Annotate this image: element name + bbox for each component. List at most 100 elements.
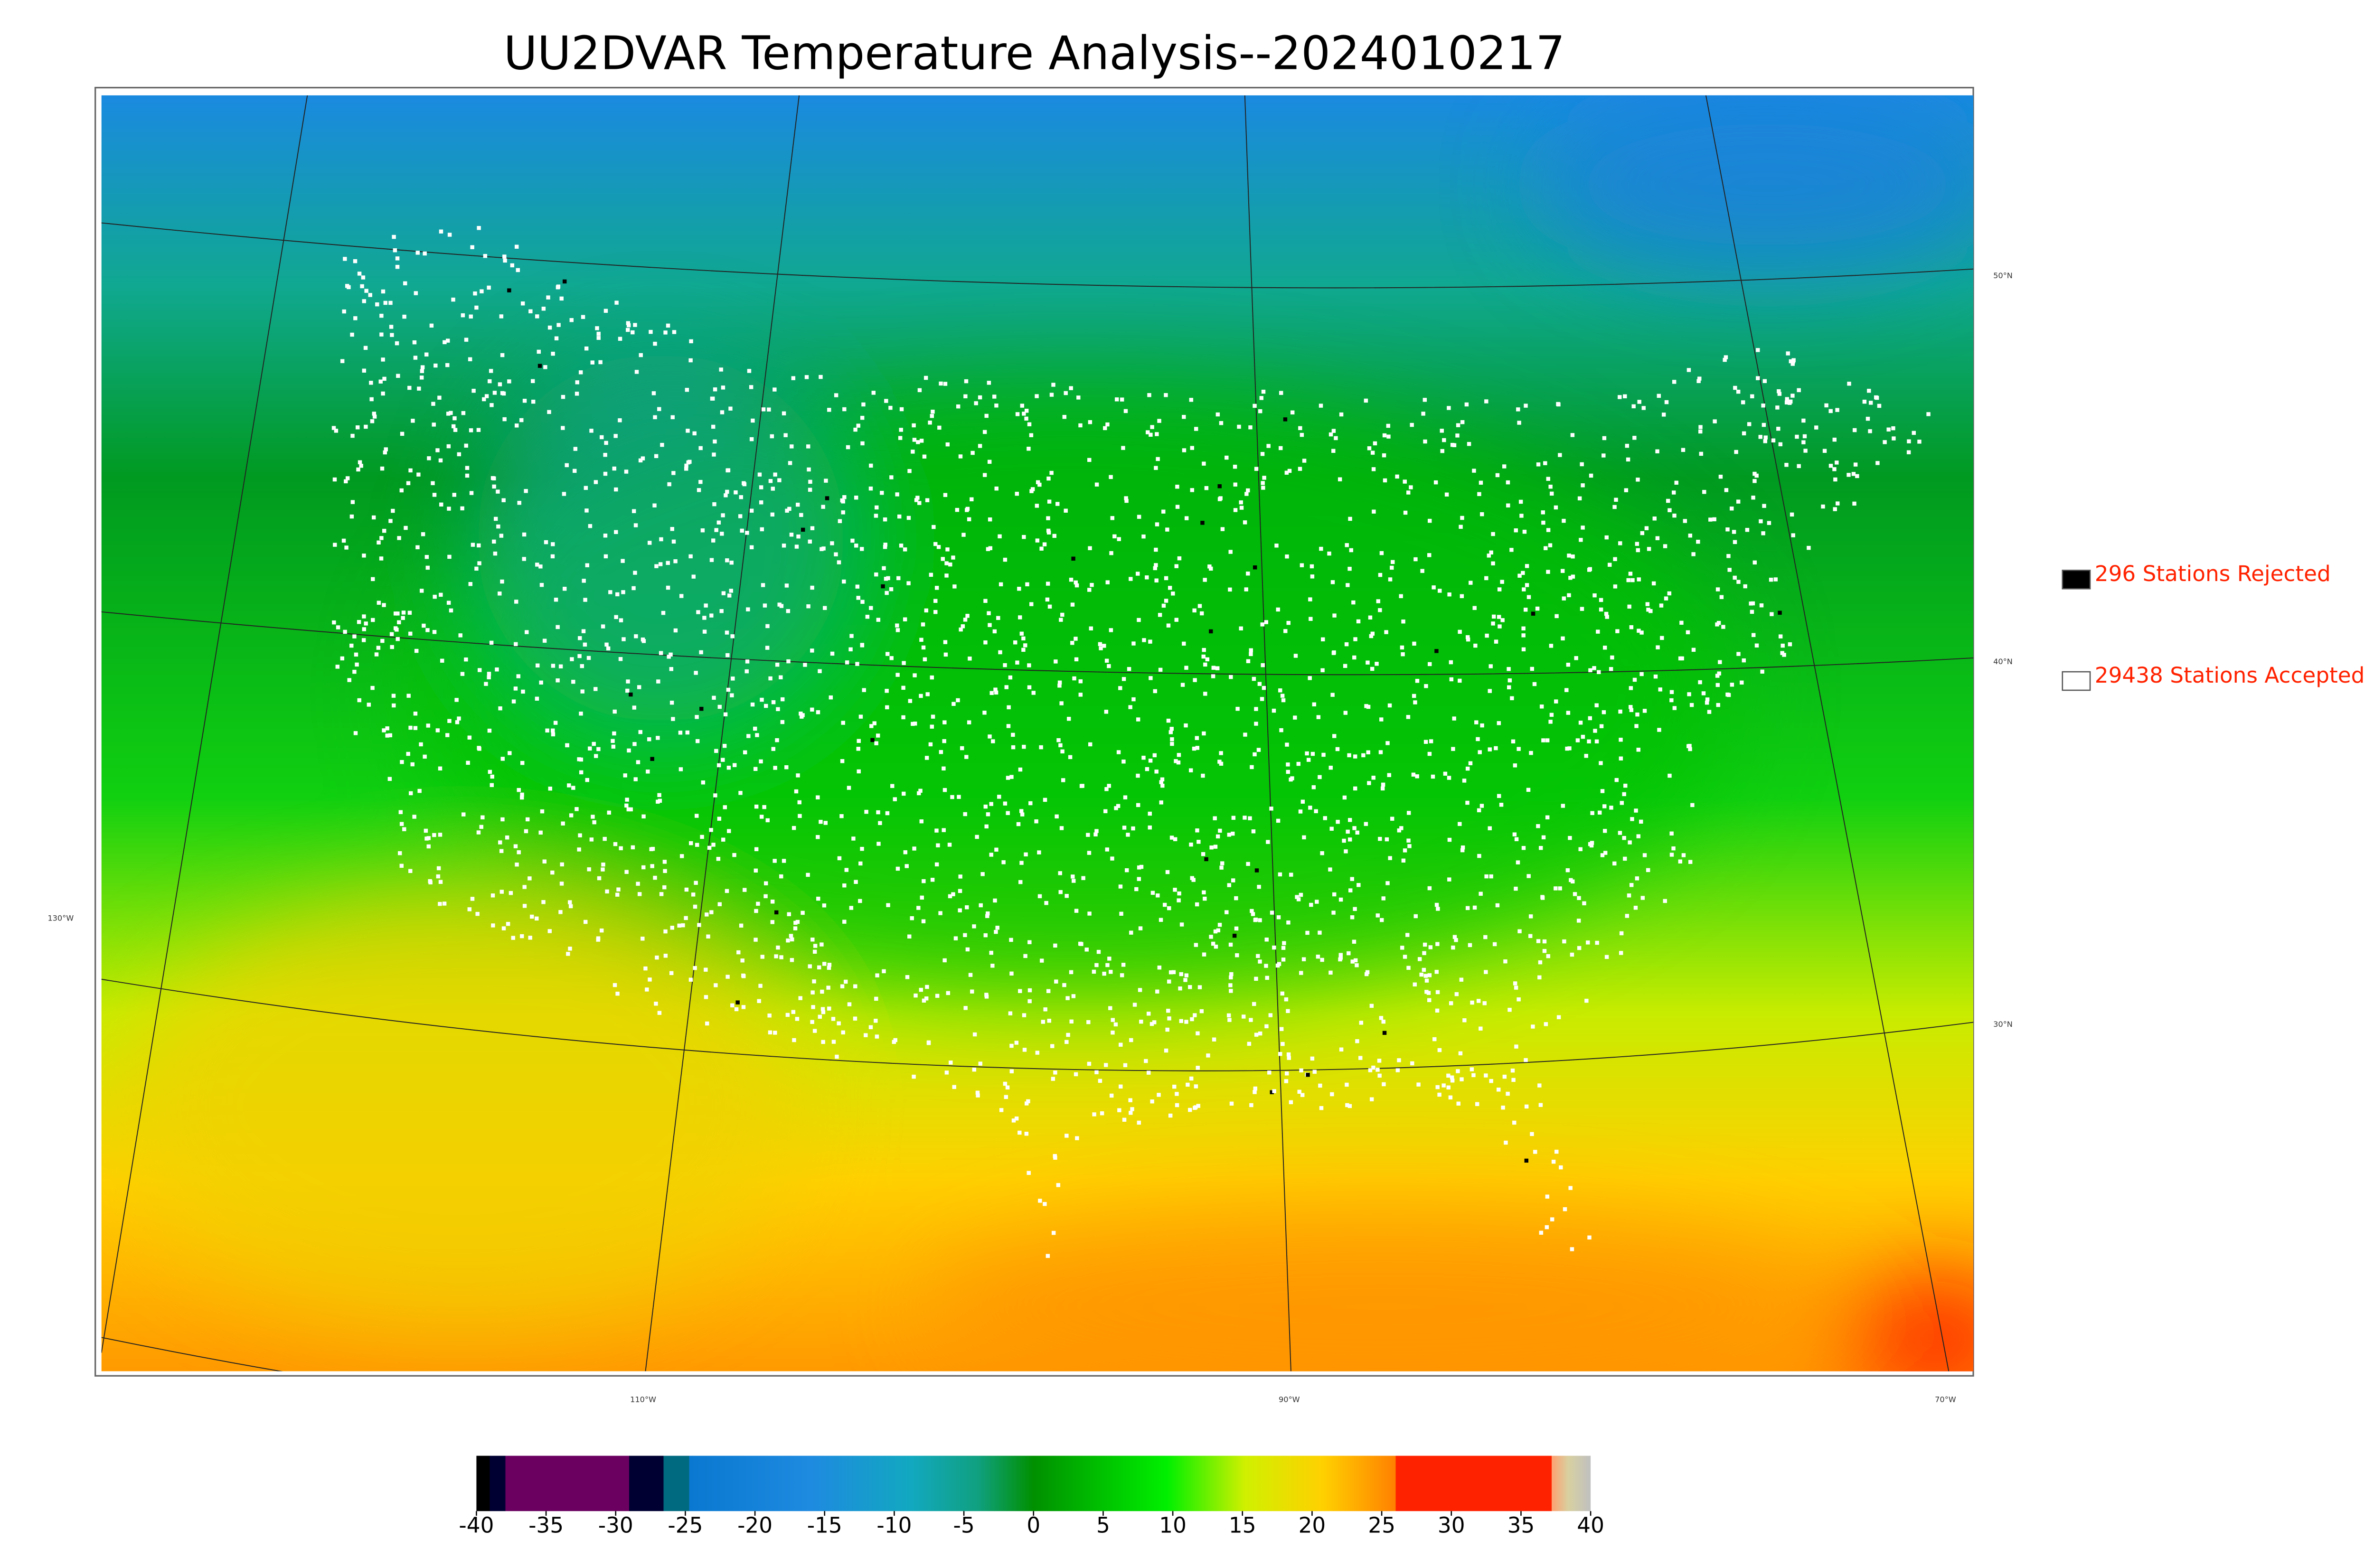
station	[1131, 697, 1136, 702]
station	[1506, 1091, 1510, 1096]
station	[1423, 439, 1427, 444]
station	[1686, 368, 1691, 372]
station	[1164, 599, 1168, 603]
station	[426, 844, 431, 849]
station	[1055, 502, 1060, 506]
station	[631, 509, 636, 513]
station	[1177, 898, 1181, 902]
station	[1620, 801, 1624, 805]
station	[601, 867, 605, 872]
station	[663, 929, 668, 934]
station	[1541, 510, 1545, 515]
station	[756, 901, 760, 906]
station	[1199, 1009, 1204, 1014]
station	[916, 440, 920, 444]
station	[713, 439, 717, 444]
station	[1628, 840, 1632, 845]
station	[1451, 747, 1455, 751]
station	[1506, 480, 1510, 485]
station	[1540, 896, 1545, 900]
station	[1567, 746, 1572, 751]
station	[1659, 603, 1664, 608]
station	[1177, 891, 1181, 896]
station	[758, 984, 763, 988]
station	[437, 395, 442, 400]
station	[1626, 578, 1630, 582]
station	[864, 809, 868, 814]
station	[1395, 1068, 1400, 1072]
station	[1636, 548, 1640, 553]
station	[1260, 622, 1264, 627]
station	[1476, 737, 1480, 742]
station	[1578, 721, 1583, 725]
station	[1084, 948, 1089, 952]
station	[1018, 989, 1022, 993]
station	[581, 629, 586, 633]
station	[1209, 845, 1214, 850]
station	[560, 862, 564, 867]
station	[550, 870, 555, 875]
lon-label: 70°W	[1935, 1395, 1956, 1404]
station	[770, 900, 775, 904]
station	[340, 656, 345, 661]
station	[1855, 474, 1859, 479]
station	[399, 488, 404, 493]
station	[1027, 999, 1032, 1004]
station	[1775, 405, 1780, 410]
station	[1161, 603, 1166, 608]
station	[646, 770, 650, 774]
station	[1234, 926, 1239, 931]
station	[820, 1007, 825, 1011]
station	[603, 471, 608, 476]
station	[550, 554, 555, 559]
station	[1452, 935, 1457, 939]
station	[875, 1034, 879, 1039]
station	[1442, 438, 1446, 442]
station	[755, 733, 759, 737]
station	[965, 507, 970, 511]
station	[1627, 604, 1631, 609]
station	[465, 466, 470, 470]
station	[1541, 520, 1545, 525]
station	[515, 862, 519, 867]
station	[1300, 432, 1304, 437]
station	[1134, 887, 1139, 892]
station	[1395, 474, 1399, 479]
station	[645, 987, 649, 992]
station	[1577, 896, 1581, 900]
station	[1715, 674, 1720, 678]
station	[511, 699, 516, 704]
station	[951, 555, 955, 560]
station	[490, 403, 494, 407]
station	[1150, 891, 1155, 895]
station	[712, 502, 716, 507]
station	[695, 739, 700, 743]
station	[1681, 853, 1686, 857]
station	[785, 508, 789, 513]
station	[415, 251, 420, 255]
station	[1702, 490, 1706, 494]
station	[1629, 708, 1634, 712]
station	[1213, 816, 1217, 820]
station	[636, 882, 640, 886]
colorbar-tick-label: 5	[1096, 1513, 1110, 1538]
station	[469, 491, 474, 495]
station	[375, 302, 379, 307]
station	[705, 1021, 709, 1026]
station	[808, 488, 812, 492]
station	[369, 397, 374, 402]
station	[1491, 532, 1495, 536]
station	[408, 869, 413, 873]
station	[774, 910, 779, 915]
station	[537, 364, 542, 368]
station	[842, 495, 847, 499]
station	[1567, 554, 1571, 558]
station	[1264, 620, 1269, 624]
station	[413, 726, 418, 730]
station	[1451, 945, 1455, 950]
station	[1209, 566, 1213, 571]
station	[1064, 508, 1068, 513]
station	[1752, 479, 1757, 483]
station	[878, 821, 882, 825]
station	[1121, 963, 1126, 967]
